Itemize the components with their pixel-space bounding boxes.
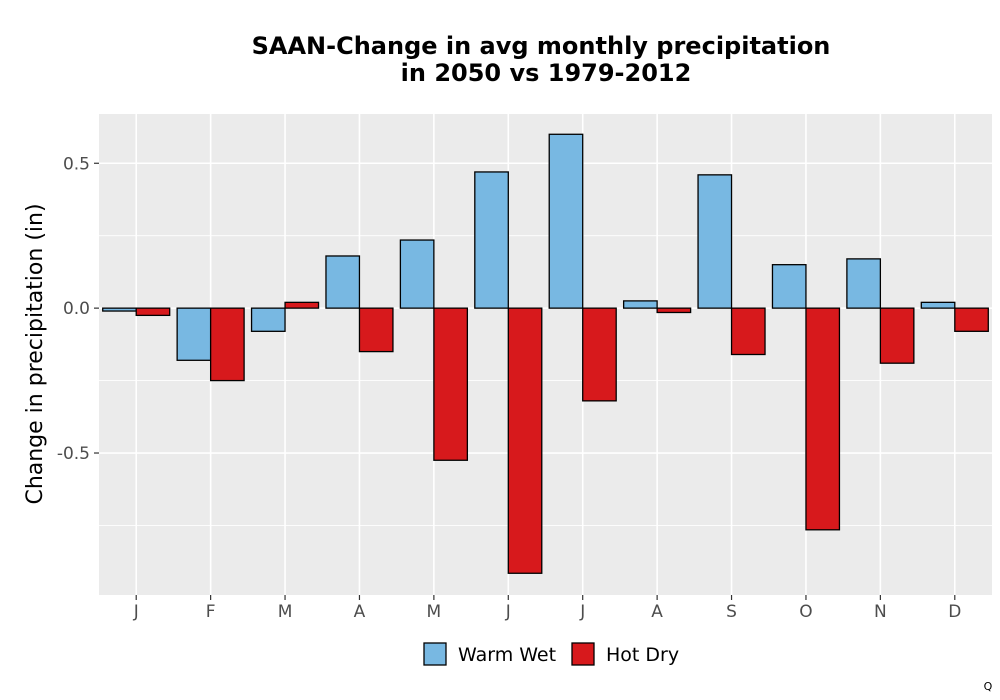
x-tick-label: M xyxy=(278,602,293,622)
x-tick-label: F xyxy=(206,602,216,622)
corner-mark: Q xyxy=(984,680,993,693)
plot-panel xyxy=(99,114,992,595)
legend-label-hot-dry: Hot Dry xyxy=(606,644,679,666)
legend: Warm Wet Hot Dry xyxy=(423,642,679,666)
bar-warm-wet-7 xyxy=(622,300,658,309)
bar-warm-wet-0 xyxy=(102,307,137,312)
bar-warm-wet-3 xyxy=(325,255,361,309)
bar-hot-dry-10 xyxy=(879,307,915,364)
y-axis-label: Change in precipitation (in) xyxy=(23,203,48,504)
bar-hot-dry-7 xyxy=(656,307,692,314)
bar-hot-dry-1 xyxy=(209,307,245,382)
bar-warm-wet-5 xyxy=(474,171,509,309)
x-tick-label: J xyxy=(579,602,585,622)
chart-title-line-2: in 2050 vs 1979-2012 xyxy=(401,59,692,87)
bar-warm-wet-4 xyxy=(399,239,435,309)
x-tick-label: J xyxy=(505,602,511,622)
x-tick-label: S xyxy=(726,602,737,622)
y-tick-label: -0.5 xyxy=(57,444,90,464)
legend-swatch-hot-dry xyxy=(571,642,595,666)
bar-hot-dry-4 xyxy=(433,307,469,461)
bar-warm-wet-9 xyxy=(771,264,807,309)
bar-warm-wet-1 xyxy=(176,307,212,361)
bar-warm-wet-11 xyxy=(920,301,956,309)
bar-warm-wet-10 xyxy=(846,258,882,309)
y-axis-ticks: 0.5 0.0 -0.5 xyxy=(57,154,99,464)
bar-hot-dry-5 xyxy=(507,307,543,574)
bar-hot-dry-11 xyxy=(954,307,989,332)
bars xyxy=(102,133,989,574)
x-tick-label: A xyxy=(651,602,663,622)
x-tick-label: M xyxy=(427,602,442,622)
bar-hot-dry-2 xyxy=(284,301,320,309)
y-tick-label: 0.0 xyxy=(63,299,90,319)
legend-label-warm-wet: Warm Wet xyxy=(458,644,556,666)
bar-warm-wet-8 xyxy=(697,174,733,309)
y-tick-label: 0.5 xyxy=(63,154,90,174)
x-tick-label: A xyxy=(354,602,366,622)
bar-hot-dry-3 xyxy=(358,307,394,353)
x-tick-label: N xyxy=(874,602,887,622)
bar-hot-dry-9 xyxy=(805,307,841,531)
legend-swatch-warm-wet xyxy=(423,642,447,666)
bar-warm-wet-6 xyxy=(548,133,584,309)
bar-warm-wet-2 xyxy=(250,307,286,332)
x-tick-label: D xyxy=(948,602,961,622)
x-tick-label: O xyxy=(799,602,812,622)
bar-hot-dry-0 xyxy=(135,307,171,317)
x-tick-label: J xyxy=(133,602,139,622)
bar-hot-dry-6 xyxy=(582,307,617,402)
bar-hot-dry-8 xyxy=(730,307,766,356)
chart-title-line-1: SAAN-Change in avg monthly precipitation xyxy=(252,32,831,60)
